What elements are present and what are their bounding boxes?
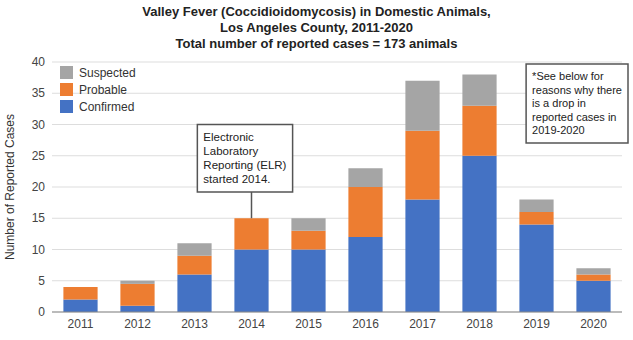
annotation-text: *See below for reasons why thereis a drop… <box>532 70 622 136</box>
chart: Valley Fever (Coccidioidomycosis) in Dom… <box>0 0 633 340</box>
bar <box>291 250 325 313</box>
x-tick-label: 2011 <box>68 317 94 331</box>
title: Valley Fever (Coccidioidomycosis) in Dom… <box>142 4 490 51</box>
bar <box>348 187 382 237</box>
bar <box>576 275 610 281</box>
x-tick-label: 2019 <box>523 317 550 331</box>
bar <box>234 250 268 313</box>
bar <box>177 243 211 256</box>
x-tick-label: 2013 <box>181 317 208 331</box>
bar <box>63 287 97 288</box>
x-tick-label: 2012 <box>124 317 151 331</box>
bar <box>576 281 610 312</box>
annotation-text: Electronic Laboratory Reporting (ELR) start… <box>203 131 286 185</box>
grid-line <box>52 187 622 188</box>
bar <box>291 231 325 250</box>
y-tick-label: 0 <box>38 305 45 319</box>
annotation-line: Laboratory <box>203 145 258 157</box>
annotation-line: reported cases in <box>532 111 616 123</box>
y-axis: 0 5 10 15 20 25 30 35 40 <box>32 55 622 319</box>
bar <box>291 218 325 231</box>
bar <box>120 284 154 306</box>
grid-line <box>52 312 622 313</box>
bar <box>405 131 439 200</box>
legend: Suspected Probable Confirmed <box>60 66 136 114</box>
annotation-line: 2019-2020 <box>532 124 585 136</box>
x-tick-label: 2017 <box>409 317 436 331</box>
y-tick-label: 10 <box>32 243 46 257</box>
y-tick-label: 30 <box>32 118 46 132</box>
bar <box>348 168 382 187</box>
legend-label: Confirmed <box>79 100 134 114</box>
annotation: *See below for reasons why thereis a drop… <box>526 64 628 143</box>
annotation-line: Electronic <box>203 131 254 143</box>
title-line: Total number of reported cases = 173 ani… <box>176 36 458 51</box>
legend-label: Suspected <box>79 66 136 80</box>
y-tick-label: 25 <box>32 149 46 163</box>
bar <box>120 306 154 312</box>
x-tick-label: 2014 <box>238 317 265 331</box>
y-tick-label: 20 <box>32 180 46 194</box>
bar <box>576 268 610 274</box>
legend-swatch <box>60 100 73 113</box>
bar <box>177 275 211 313</box>
title-line: Valley Fever (Coccidioidomycosis) in Dom… <box>142 4 490 19</box>
y-tick-label: 15 <box>32 211 46 225</box>
series <box>63 156 610 312</box>
y-tick-label: 35 <box>32 86 46 100</box>
annotation-pointer <box>251 192 253 218</box>
grid-line <box>52 155 622 156</box>
annotation-line: is a drop in <box>532 97 586 109</box>
x-tick-label: 2020 <box>580 317 607 331</box>
x-axis: 2011 2012 2013 2014 2015 2016 2017 2018 2019 2020 <box>52 312 622 331</box>
annotation-box <box>197 125 292 193</box>
bar <box>519 225 553 313</box>
annotation: Electronic Laboratory Reporting (ELR) start… <box>197 125 292 219</box>
legend-label: Probable <box>79 83 127 97</box>
bar <box>348 237 382 312</box>
bar <box>234 218 268 249</box>
x-tick-label: 2015 <box>295 317 322 331</box>
bar <box>177 256 211 275</box>
series <box>120 75 610 284</box>
x-tick-label: 2018 <box>466 317 493 331</box>
bar <box>519 212 553 225</box>
legend-swatch <box>60 83 73 96</box>
grid-line <box>52 62 622 63</box>
annotation-line: started 2014. <box>203 173 270 185</box>
y-axis-label: Number of Reported Cases <box>3 114 17 260</box>
bar <box>462 75 496 106</box>
annotation-line: *See below for <box>532 70 604 82</box>
legend-swatch <box>60 66 73 79</box>
bar <box>120 281 154 284</box>
annotation-box <box>526 64 628 143</box>
title-line: Los Angeles County, 2011-2020 <box>220 20 413 35</box>
annotation-line: Reporting (ELR) <box>203 159 286 171</box>
bar <box>462 106 496 156</box>
y-tick-label: 5 <box>38 274 45 288</box>
bar <box>63 287 97 300</box>
bar <box>462 156 496 312</box>
bar <box>405 200 439 313</box>
bar <box>63 300 97 313</box>
bar <box>405 81 439 131</box>
bar <box>519 200 553 213</box>
y-tick-label: 40 <box>32 55 46 69</box>
x-axis-line <box>52 312 622 313</box>
x-tick-label: 2016 <box>352 317 379 331</box>
annotation-line: reasons why there <box>532 84 622 96</box>
